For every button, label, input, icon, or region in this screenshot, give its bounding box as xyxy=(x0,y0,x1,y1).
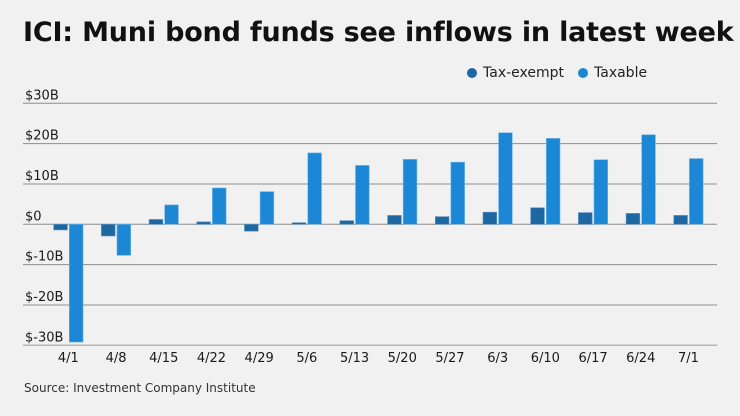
legend-item-tax-exempt: Tax-exempt xyxy=(467,65,564,81)
legend-dot-tax-exempt-icon xyxy=(467,68,477,78)
x-tick-label: 5/6 xyxy=(296,351,317,366)
bar-taxable xyxy=(689,158,704,225)
bar-tax-exempt xyxy=(53,224,68,231)
x-tick-label: 6/24 xyxy=(626,351,655,366)
bar-taxable xyxy=(545,138,561,225)
y-tick-label: $-10B xyxy=(25,250,63,265)
y-axis-labels: $30B $20B $10B $0 $-10B $-20B $-30B xyxy=(25,88,63,345)
bar-taxable xyxy=(116,224,131,256)
bar-tax-exempt xyxy=(673,215,688,225)
x-tick-label: 5/13 xyxy=(340,351,369,366)
bar-taxable xyxy=(69,224,84,343)
legend: Tax-exempt Taxable xyxy=(467,65,661,81)
x-tick-label: 6/3 xyxy=(487,351,508,366)
y-tick-label: $-20B xyxy=(25,290,63,305)
y-tick-label: $10B xyxy=(25,169,59,184)
bar-taxable xyxy=(498,132,513,225)
legend-dot-taxable-icon xyxy=(578,68,588,78)
source-note: Source: Investment Company Institute xyxy=(24,381,256,395)
bar-tax-exempt xyxy=(339,220,354,225)
x-tick-label: 4/29 xyxy=(245,351,274,366)
legend-label-tax-exempt: Tax-exempt xyxy=(483,65,564,81)
bar-tax-exempt xyxy=(101,224,116,237)
x-tick-label: 4/8 xyxy=(106,351,127,366)
y-tick-label: $0 xyxy=(25,209,42,224)
bar-tax-exempt xyxy=(291,222,307,225)
bar-taxable xyxy=(450,161,465,225)
x-tick-label: 4/15 xyxy=(149,351,178,366)
bar-tax-exempt xyxy=(387,215,402,225)
x-tick-label: 6/17 xyxy=(578,351,607,366)
bar-tax-exempt xyxy=(244,224,259,232)
x-axis-labels: 4/1 4/8 4/15 4/22 4/29 5/6 5/13 5/20 5/27 6/3 6/10… xyxy=(58,351,699,366)
x-tick-label: 5/20 xyxy=(388,351,417,366)
legend-item-taxable: Taxable xyxy=(578,65,647,81)
chart-title: ICI: Muni bond funds see inflows in late… xyxy=(23,17,734,48)
x-tick-label: 5/27 xyxy=(435,351,464,366)
bar-taxable xyxy=(259,191,275,225)
y-tick-label: $30B xyxy=(25,88,59,103)
bar-taxable xyxy=(593,159,608,225)
bar-tax-exempt xyxy=(578,212,593,225)
x-tick-label: 4/22 xyxy=(197,351,226,366)
bar-taxable xyxy=(355,165,370,225)
bar-tax-exempt xyxy=(196,221,211,225)
bar-tax-exempt xyxy=(482,211,497,225)
y-tick-label: $-30B xyxy=(25,330,63,345)
y-tick-label: $20B xyxy=(25,129,59,144)
bar-tax-exempt xyxy=(625,213,641,225)
bar-taxable xyxy=(641,134,656,225)
x-tick-label: 7/1 xyxy=(678,351,699,366)
bar-tax-exempt xyxy=(530,207,545,225)
bar-taxable xyxy=(212,187,227,225)
x-tick-label: 6/10 xyxy=(531,351,560,366)
bars xyxy=(53,132,704,343)
bar-taxable xyxy=(402,159,418,225)
bar-taxable xyxy=(307,152,322,225)
x-tick-label: 4/1 xyxy=(58,351,79,366)
bar-taxable xyxy=(164,204,179,225)
bar-tax-exempt xyxy=(148,219,164,225)
bar-tax-exempt xyxy=(434,216,450,225)
legend-label-taxable: Taxable xyxy=(594,65,648,81)
